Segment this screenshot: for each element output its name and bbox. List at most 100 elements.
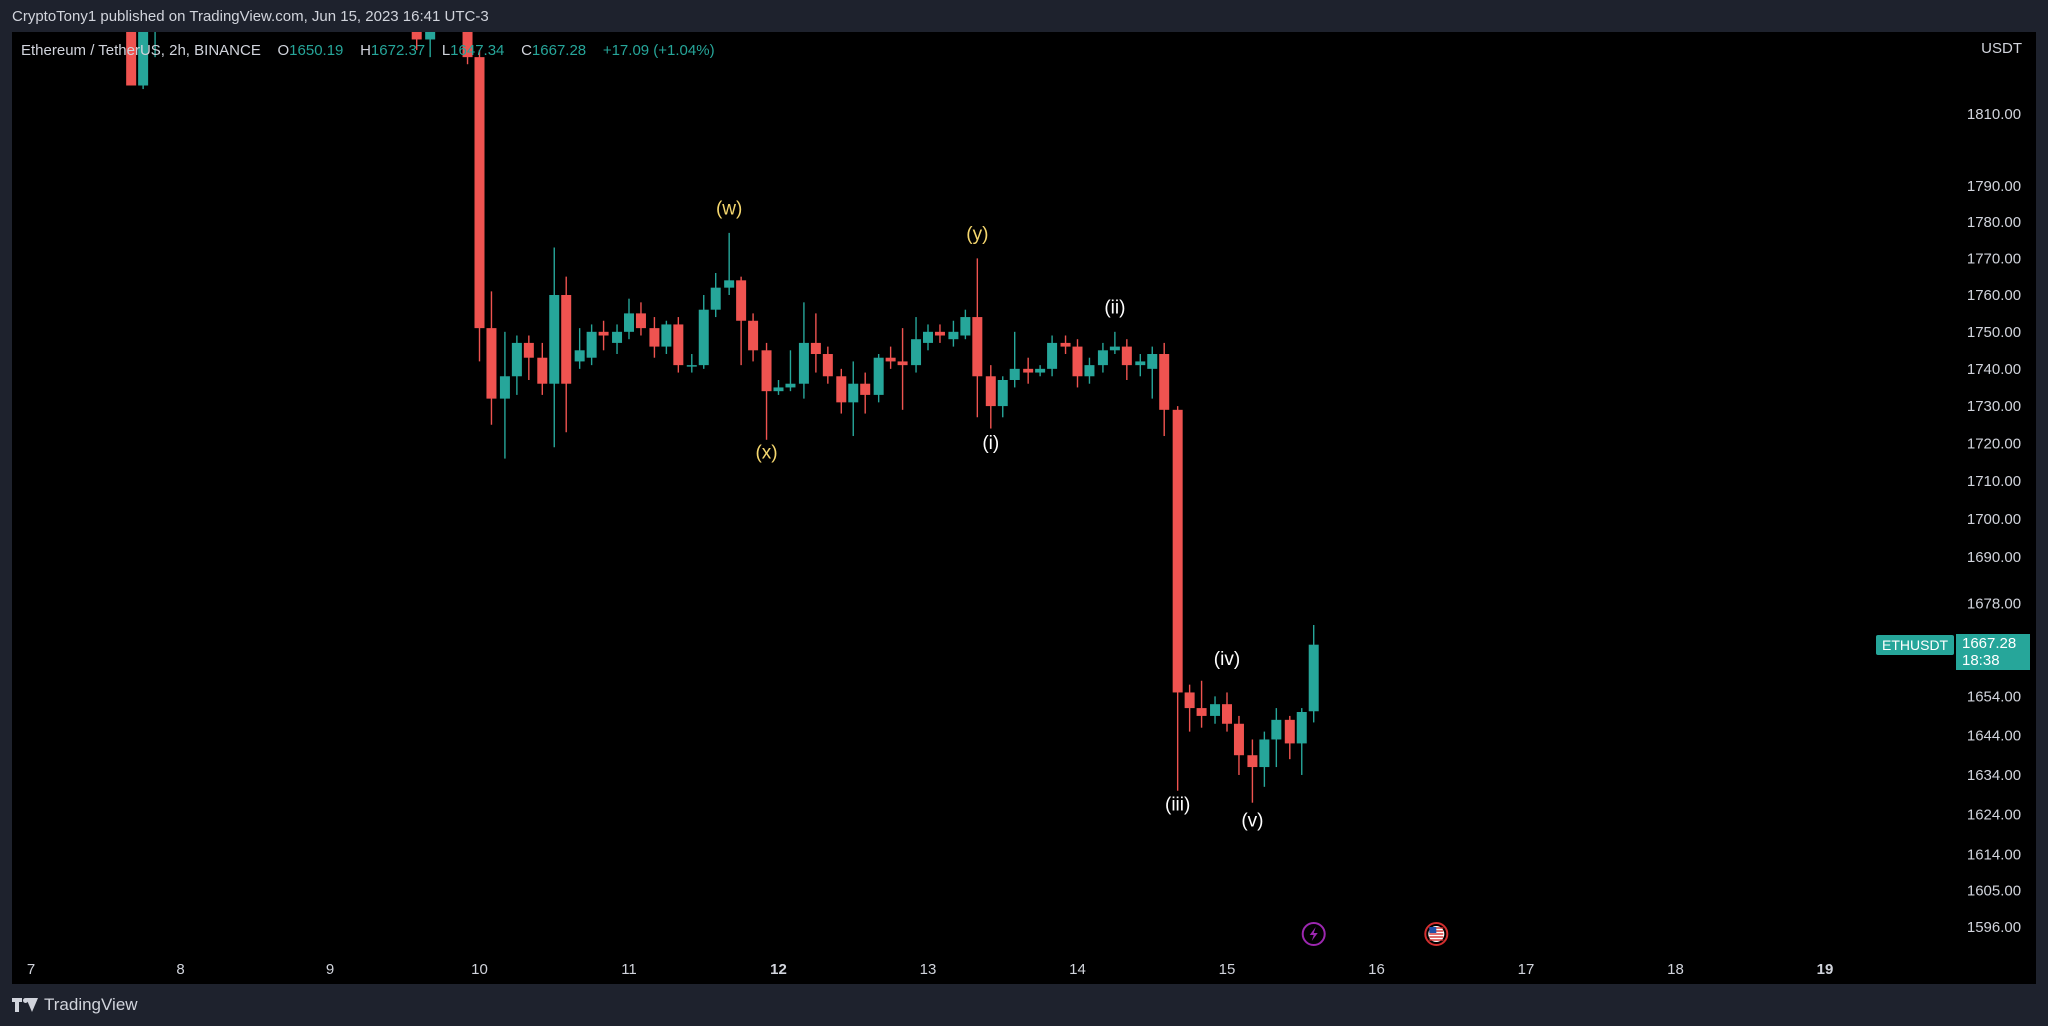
legend-close-label: C [521,42,532,59]
candle-body [1097,350,1108,366]
tradingview-brand[interactable]: TradingView [12,995,138,1015]
price-tick-label: 1810.00 [1967,106,2021,123]
candle-body [710,287,721,310]
candle [698,295,709,369]
candle [486,291,497,425]
time-axis[interactable]: 7 8 9 10 11 12 13 14 15 16 17 18 19 [27,961,1834,978]
candle-body [1271,719,1282,740]
candle [848,361,859,437]
candle [798,302,809,399]
candle-body [549,295,560,384]
candle [1047,335,1058,377]
candle [154,32,156,58]
candle [523,335,534,380]
candle [661,320,672,355]
symbol-legend[interactable]: Ethereum / TetherUS, 2h, BINANCE O1650.1… [21,42,715,59]
candle [785,350,796,392]
lightning-icon[interactable] [1301,922,1326,946]
time-tick-label: 17 [1518,961,1535,978]
candle-body [997,379,1008,407]
candle [474,50,485,362]
candle-body [612,331,623,343]
legend-open-label: O [277,42,290,59]
us-flag-icon[interactable] [1424,922,1449,946]
price-tick-label: 1790.00 [1967,178,2021,195]
wave-label: (ii) [1104,297,1125,318]
wave-label: (x) [755,443,777,464]
candle [549,247,560,448]
candle [1233,715,1244,775]
candle-body [561,295,572,384]
price-tick-label: 1614.00 [1967,847,2021,864]
candle [1184,684,1195,732]
candle [511,335,522,395]
candle-body [1159,354,1170,410]
candle-body [425,32,436,40]
candle-body [948,331,959,340]
candle [499,331,510,459]
candle-body [848,383,859,403]
candle [1072,339,1083,388]
price-tick-label: 1720.00 [1967,436,2021,453]
legend-open-value: 1650.19 [289,42,344,59]
price-axis[interactable]: 1810.00 1790.00 1780.00 1770.00 1760.00 1750.… [1967,106,2021,936]
candle [1308,624,1319,723]
candle-body [972,317,983,377]
candle [462,32,473,65]
candle-body [1247,755,1258,768]
candle [948,320,959,347]
chart-pane[interactable]: (w) (x) (y) (i) (ii) (iii) (iv) (v) 1810.00 1790.… [12,32,2036,984]
candle-body [873,357,884,395]
candle [686,354,697,373]
candle [1284,715,1295,760]
currency-label[interactable]: USDT [1981,40,2022,57]
candle [1296,708,1307,775]
time-tick-label: 8 [176,961,184,978]
candle-body [897,361,908,366]
candle [598,320,609,351]
candle-body [635,313,646,329]
price-tick-label: 1644.00 [1967,728,2021,745]
time-tick-label: 9 [326,961,334,978]
candle [724,232,735,296]
candle-body [499,376,510,399]
candle [934,324,945,343]
legend-high-value: 1672.37 [370,42,426,59]
candle [897,328,908,410]
candle [126,32,137,86]
legend-low-value: 1647.34 [450,42,505,59]
candle-body [736,280,747,321]
candle [773,379,784,395]
time-tick-label: 14 [1069,961,1086,978]
wave-label: (v) [1241,811,1263,832]
time-tick-label: 15 [1219,961,1236,978]
candle [1009,331,1020,388]
candle-body [1109,346,1120,351]
candle-body [748,320,759,351]
candle [635,302,646,336]
candle [649,317,660,358]
candle-body [860,383,871,395]
candle-body [1284,719,1295,744]
published-caption: CryptoTony1 published on TradingView.com… [12,8,489,25]
candle [761,342,772,440]
candle [1084,357,1095,384]
candle-body [785,383,796,388]
candle-body [574,350,585,362]
time-tick-label: 18 [1667,961,1684,978]
candle [1060,335,1071,355]
candle [673,317,684,373]
candle-body [411,32,422,40]
candle [860,372,871,414]
price-tick-label: 1678.00 [1967,595,2021,612]
candle-body [673,324,684,366]
candle-body [698,309,709,366]
candlestick-chart[interactable]: (w) (x) (y) (i) (ii) (iii) (iv) (v) 1810.00 1790.… [12,32,2036,984]
candle-body [686,365,697,367]
candle [624,298,634,340]
candle [425,32,436,58]
candle-body [624,313,634,332]
time-tick-label: 19 [1817,961,1834,978]
candle-body [885,357,896,362]
candle-body [1184,692,1195,709]
